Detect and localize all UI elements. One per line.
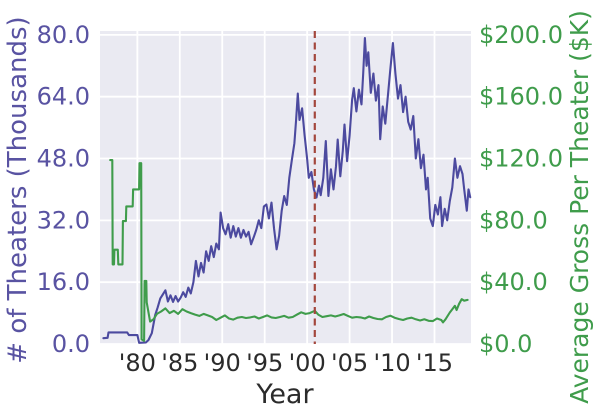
left-tick-labels: 0.0 16.0 32.0 48.0 64.0 80.0 (37, 21, 90, 358)
right-tick-label: $160.0 (479, 83, 563, 111)
gross-line (109, 159, 469, 342)
x-tick-label: '10 (373, 349, 410, 377)
left-tick-label: 64.0 (37, 83, 90, 111)
right-tick-labels: $0.0 $40.0 $80.0 $120.0 $160.0 $200.0 (479, 21, 563, 358)
gridlines (100, 31, 471, 345)
right-tick-label: $80.0 (479, 206, 548, 234)
right-tick-label: $120.0 (479, 145, 563, 173)
right-tick-label: $200.0 (479, 21, 563, 49)
x-axis-title: Year (255, 379, 314, 410)
right-tick-label: $40.0 (479, 268, 548, 296)
left-tick-label: 32.0 (37, 206, 90, 234)
theaters-line (102, 36, 472, 344)
x-tick-label: '05 (331, 349, 368, 377)
left-tick-label: 16.0 (37, 268, 90, 296)
x-tick-label: '15 (416, 349, 453, 377)
right-tick-label: $0.0 (479, 330, 532, 358)
left-tick-label: 48.0 (37, 145, 90, 173)
left-tick-label: 0.0 (52, 330, 90, 358)
x-tick-labels: '80'85'90'95'00'05'10'15 (119, 349, 453, 377)
right-axis-title: Average Gross Per Theater ($K) (565, 10, 594, 404)
data-series (102, 36, 472, 344)
left-axis-title: # of Theaters (Thousands) (3, 16, 33, 363)
x-tick-label: '90 (204, 349, 241, 377)
x-tick-label: '95 (246, 349, 283, 377)
x-tick-label: '85 (161, 349, 198, 377)
x-tick-label: '80 (119, 349, 156, 377)
x-tick-label: '00 (289, 349, 326, 377)
left-tick-label: 80.0 (37, 21, 90, 49)
plot-background (100, 31, 471, 344)
